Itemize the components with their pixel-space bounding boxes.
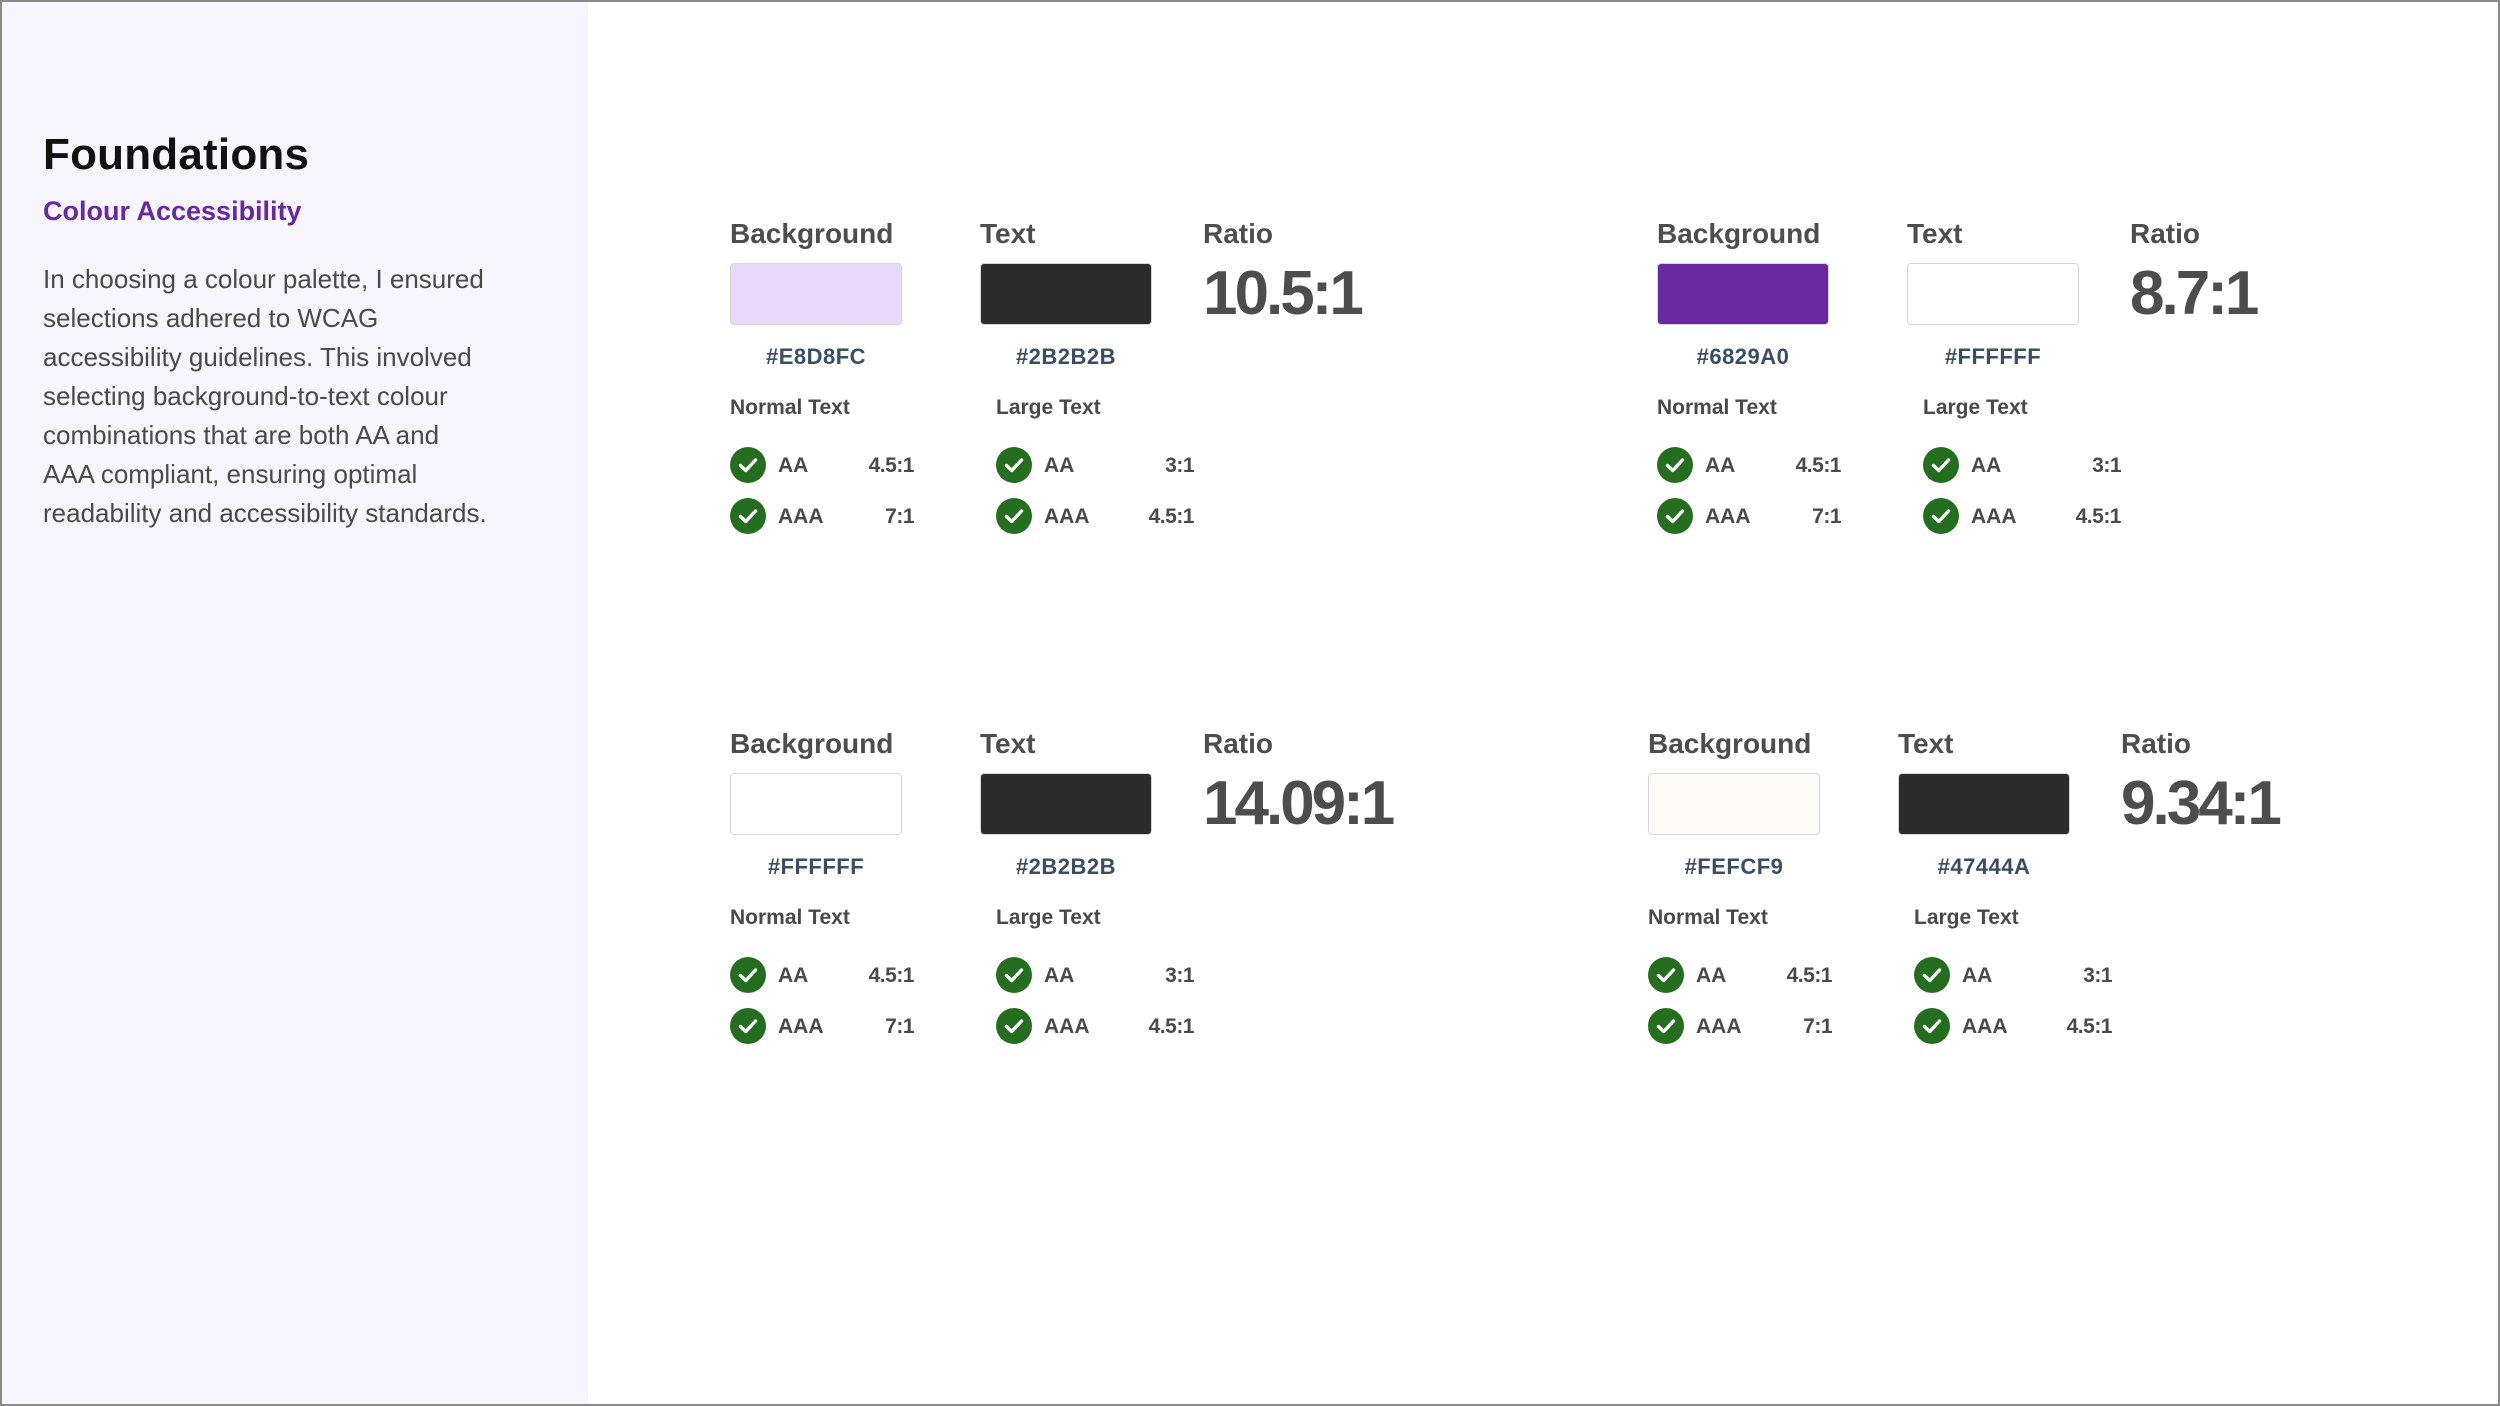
aa-ratio: 3:1 [2092, 454, 2121, 477]
aa-label: AA [1971, 454, 2002, 477]
background-label: Background [730, 728, 894, 759]
aaa-label: AAA [1696, 1015, 1742, 1038]
background-swatch [730, 773, 902, 835]
aaa-ratio: 4.5:1 [2066, 1015, 2113, 1038]
check-icon [1923, 447, 1959, 483]
text-swatch [1907, 263, 2079, 325]
contrast-pair-card: Background Text Ratio #FEFCF9 #47444A 9.… [1648, 728, 2408, 1088]
check-icon [996, 447, 1032, 483]
background-label: Background [1648, 728, 1812, 759]
check-icon [1914, 1008, 1950, 1044]
text-label: Text [1907, 218, 1963, 249]
check-icon [1657, 498, 1693, 534]
sidebar: Foundations Colour Accessibility In choo… [2, 2, 588, 1404]
large-text-title: Large Text [1914, 906, 2019, 929]
contrast-ratio: 9.34:1 [2121, 769, 2282, 838]
text-hex: #FFFFFF [1944, 344, 2042, 369]
background-hex: #FEFCF9 [1684, 854, 1784, 879]
aaa-ratio: 4.5:1 [1148, 505, 1195, 528]
background-swatch [1648, 773, 1820, 835]
large-text-title: Large Text [996, 396, 1101, 419]
aa-label: AA [1705, 454, 1736, 477]
background-label: Background [730, 218, 894, 249]
normal-text-title: Normal Text [1648, 906, 1768, 929]
check-icon [996, 957, 1032, 993]
check-icon [1657, 447, 1693, 483]
page-subtitle: Colour Accessibility [43, 196, 302, 226]
aa-ratio: 3:1 [2083, 964, 2112, 987]
check-icon [1923, 498, 1959, 534]
text-hex: #47444A [1937, 854, 2031, 879]
aaa-ratio: 7:1 [1812, 505, 1841, 528]
aa-label: AA [1962, 964, 1993, 987]
check-icon [1648, 1008, 1684, 1044]
text-label: Text [980, 218, 1036, 249]
normal-text-title: Normal Text [730, 906, 850, 929]
aa-ratio: 3:1 [1165, 454, 1194, 477]
background-swatch [730, 263, 902, 325]
text-swatch [980, 773, 1152, 835]
check-icon [1648, 957, 1684, 993]
normal-text-title: Normal Text [730, 396, 850, 419]
check-icon [730, 1008, 766, 1044]
aaa-ratio: 4.5:1 [1148, 1015, 1195, 1038]
background-hex: #FFFFFF [767, 854, 865, 879]
text-swatch [980, 263, 1152, 325]
description-paragraph: In choosing a colour palette, I ensured … [43, 264, 487, 528]
aa-ratio: 4.5:1 [868, 964, 915, 987]
check-icon [730, 447, 766, 483]
check-icon [1914, 957, 1950, 993]
text-hex: #2B2B2B [1015, 854, 1117, 879]
normal-text-title: Normal Text [1657, 396, 1777, 419]
large-text-title: Large Text [996, 906, 1101, 929]
text-label: Text [1898, 728, 1954, 759]
ratio-label: Ratio [1203, 218, 1273, 249]
contrast-ratio: 8.7:1 [2130, 259, 2259, 328]
contrast-ratio: 10.5:1 [1203, 259, 1364, 328]
background-label: Background [1657, 218, 1821, 249]
ratio-label: Ratio [2121, 728, 2191, 759]
aaa-ratio: 7:1 [1803, 1015, 1832, 1038]
ratio-label: Ratio [2130, 218, 2200, 249]
check-icon [730, 498, 766, 534]
check-icon [996, 1008, 1032, 1044]
aa-label: AA [778, 964, 809, 987]
aa-label: AA [1696, 964, 1727, 987]
check-icon [730, 957, 766, 993]
aa-ratio: 3:1 [1165, 964, 1194, 987]
contrast-pair-card: Background Text Ratio #6829A0 #FFFFFF 8.… [1657, 218, 2417, 578]
aaa-label: AAA [1044, 1015, 1090, 1038]
text-hex: #2B2B2B [1015, 344, 1117, 369]
text-label: Text [980, 728, 1036, 759]
aaa-label: AAA [1962, 1015, 2008, 1038]
background-hex: #6829A0 [1696, 344, 1790, 369]
aaa-label: AAA [1971, 505, 2017, 528]
contrast-pair-card: Background Text Ratio #E8D8FC #2B2B2B 10… [730, 218, 1490, 578]
contrast-pair-card: Background Text Ratio #FFFFFF #2B2B2B 14… [730, 728, 1490, 1088]
aaa-ratio: 7:1 [885, 1015, 914, 1038]
aa-label: AA [1044, 964, 1075, 987]
text-swatch [1898, 773, 2070, 835]
background-hex: #E8D8FC [765, 344, 867, 369]
background-swatch [1657, 263, 1829, 325]
aaa-label: AAA [1705, 505, 1751, 528]
aa-ratio: 4.5:1 [868, 454, 915, 477]
aaa-ratio: 4.5:1 [2075, 505, 2122, 528]
aa-label: AA [1044, 454, 1075, 477]
aaa-label: AAA [778, 1015, 824, 1038]
page-title: Foundations [43, 130, 310, 179]
aaa-label: AAA [1044, 505, 1090, 528]
aa-ratio: 4.5:1 [1786, 964, 1833, 987]
large-text-title: Large Text [1923, 396, 2028, 419]
aaa-ratio: 7:1 [885, 505, 914, 528]
aa-ratio: 4.5:1 [1795, 454, 1842, 477]
aa-label: AA [778, 454, 809, 477]
ratio-label: Ratio [1203, 728, 1273, 759]
check-icon [996, 498, 1032, 534]
aaa-label: AAA [778, 505, 824, 528]
contrast-ratio: 14.09:1 [1203, 769, 1395, 838]
